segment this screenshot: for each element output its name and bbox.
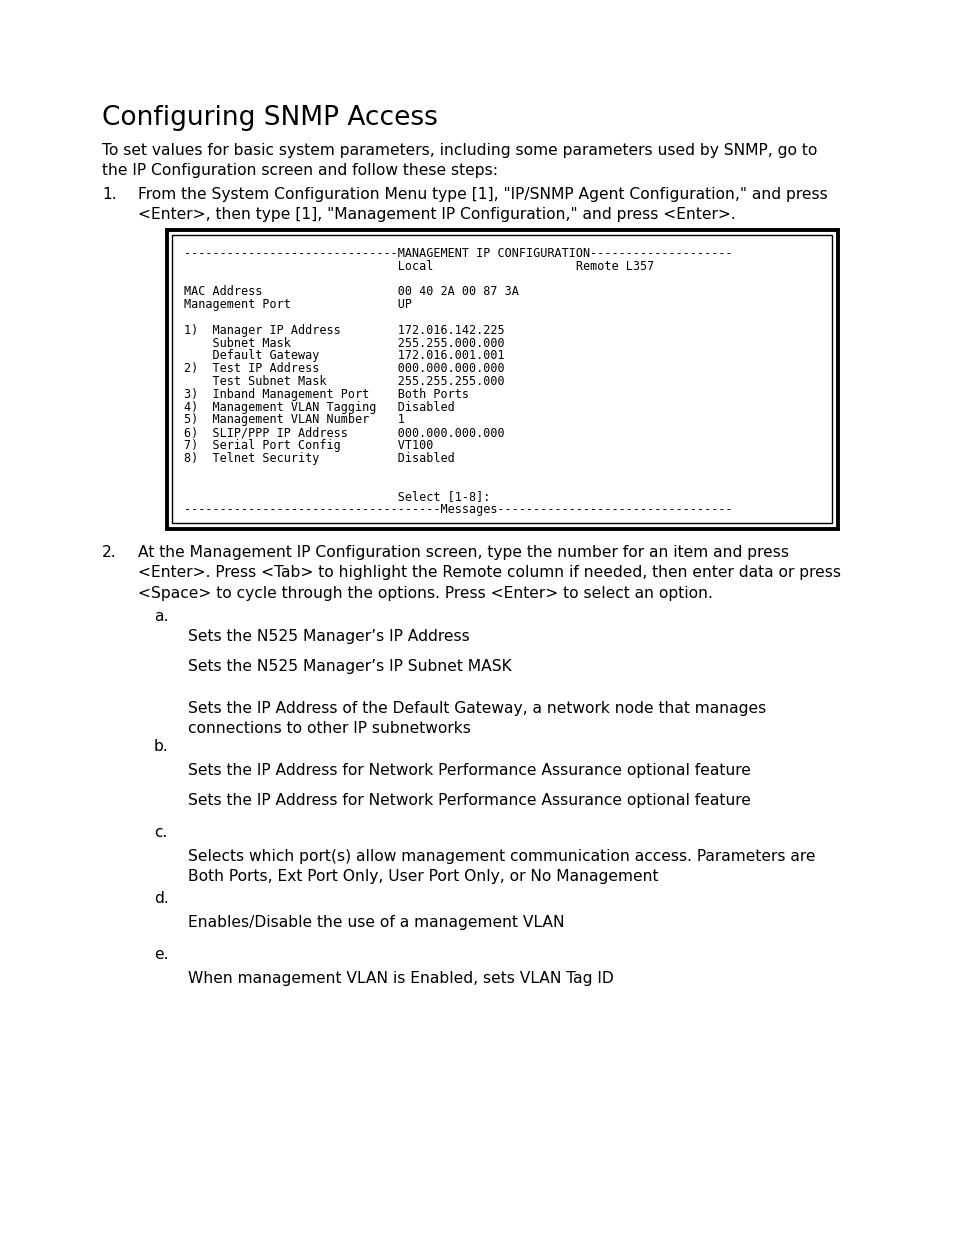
Text: Sets the IP Address for Network Performance Assurance optional feature: Sets the IP Address for Network Performa… bbox=[188, 793, 750, 808]
Text: Management Port               UP: Management Port UP bbox=[184, 298, 412, 311]
Text: Sets the N525 Manager’s IP Address: Sets the N525 Manager’s IP Address bbox=[188, 629, 469, 643]
Text: d.: d. bbox=[153, 890, 169, 906]
Text: Subnet Mask               255.255.000.000: Subnet Mask 255.255.000.000 bbox=[184, 337, 504, 350]
Text: 3)  Inband Management Port    Both Ports: 3) Inband Management Port Both Ports bbox=[184, 388, 469, 401]
Text: MAC Address                   00 40 2A 00 87 3A: MAC Address 00 40 2A 00 87 3A bbox=[184, 285, 518, 299]
Text: 6)  SLIP/PPP IP Address       000.000.000.000: 6) SLIP/PPP IP Address 000.000.000.000 bbox=[184, 426, 504, 440]
Text: b.: b. bbox=[153, 739, 169, 755]
Bar bbox=[167, 230, 837, 529]
Text: When management VLAN is Enabled, sets VLAN Tag ID: When management VLAN is Enabled, sets VL… bbox=[188, 971, 613, 986]
Text: From the System Configuration Menu type [1], "IP/SNMP Agent Configuration," and : From the System Configuration Menu type … bbox=[138, 186, 827, 222]
Text: To set values for basic system parameters, including some parameters used by SNM: To set values for basic system parameter… bbox=[102, 143, 817, 178]
Text: Sets the IP Address of the Default Gateway, a network node that manages
connecti: Sets the IP Address of the Default Gatew… bbox=[188, 701, 765, 736]
Text: a.: a. bbox=[153, 609, 168, 624]
Text: Default Gateway           172.016.001.001: Default Gateway 172.016.001.001 bbox=[184, 350, 504, 362]
Text: 2)  Test IP Address           000.000.000.000: 2) Test IP Address 000.000.000.000 bbox=[184, 362, 504, 375]
Text: Test Subnet Mask          255.255.255.000: Test Subnet Mask 255.255.255.000 bbox=[184, 375, 504, 388]
Text: 2.: 2. bbox=[102, 545, 116, 559]
Text: 1)  Manager IP Address        172.016.142.225: 1) Manager IP Address 172.016.142.225 bbox=[184, 324, 504, 337]
Text: Sets the IP Address for Network Performance Assurance optional feature: Sets the IP Address for Network Performa… bbox=[188, 763, 750, 778]
Text: c.: c. bbox=[153, 825, 167, 840]
Text: ------------------------------MANAGEMENT IP CONFIGURATION--------------------: ------------------------------MANAGEMENT… bbox=[184, 247, 732, 261]
Text: 4)  Management VLAN Tagging   Disabled: 4) Management VLAN Tagging Disabled bbox=[184, 400, 455, 414]
Text: 1.: 1. bbox=[102, 186, 116, 203]
Text: Select [1-8]:: Select [1-8]: bbox=[184, 490, 490, 503]
Text: Local                    Remote L357: Local Remote L357 bbox=[184, 259, 654, 273]
Text: Enables/Disable the use of a management VLAN: Enables/Disable the use of a management … bbox=[188, 915, 564, 930]
Text: 8)  Telnet Security           Disabled: 8) Telnet Security Disabled bbox=[184, 452, 455, 464]
Text: 5)  Management VLAN Number    1: 5) Management VLAN Number 1 bbox=[184, 414, 404, 426]
Text: Selects which port(s) allow management communication access. Parameters are
Both: Selects which port(s) allow management c… bbox=[188, 848, 815, 884]
Text: ------------------------------------Messages---------------------------------: ------------------------------------Mess… bbox=[184, 503, 732, 516]
Text: At the Management IP Configuration screen, type the number for an item and press: At the Management IP Configuration scree… bbox=[138, 545, 841, 600]
Text: Sets the N525 Manager’s IP Subnet MASK: Sets the N525 Manager’s IP Subnet MASK bbox=[188, 659, 511, 674]
Text: e.: e. bbox=[153, 947, 169, 962]
Text: 7)  Serial Port Config        VT100: 7) Serial Port Config VT100 bbox=[184, 438, 433, 452]
Bar bbox=[172, 235, 831, 522]
Text: Configuring SNMP Access: Configuring SNMP Access bbox=[102, 105, 437, 131]
